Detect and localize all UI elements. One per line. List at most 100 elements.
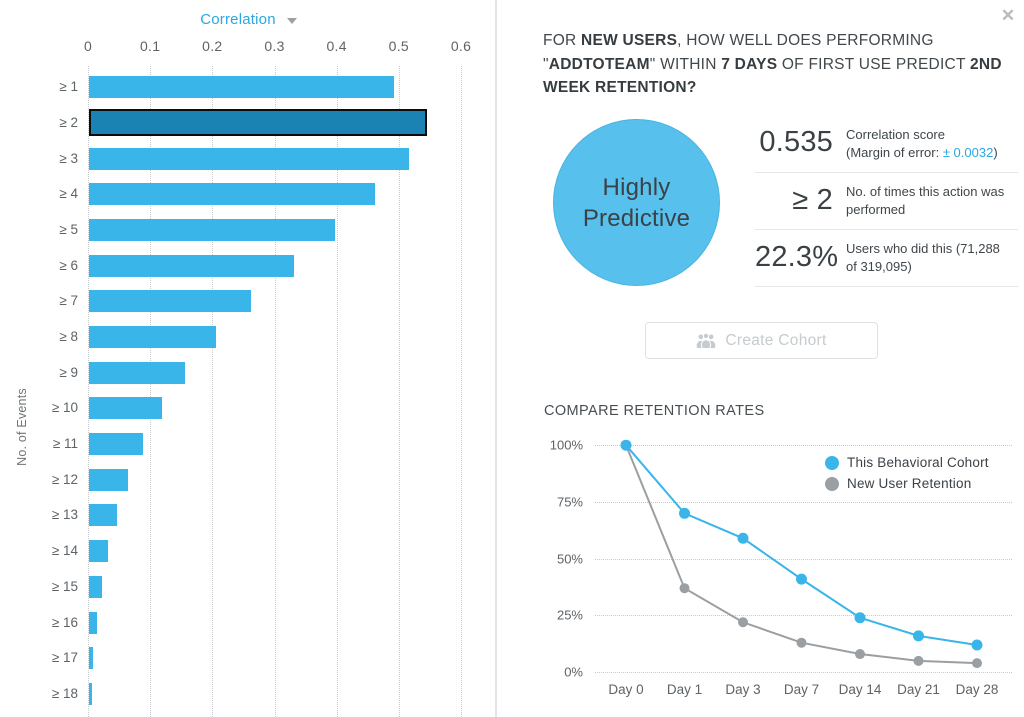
x-axis-tick-label: 0.6: [450, 38, 472, 54]
bar-category-label: ≥ 16: [51, 614, 78, 630]
bar[interactable]: [89, 219, 335, 242]
bar[interactable]: [89, 76, 394, 99]
vertical-gridline: [274, 66, 276, 717]
x-axis-day-label: Day 21: [897, 682, 940, 697]
bar[interactable]: [89, 504, 117, 527]
data-point: [679, 507, 690, 519]
close-icon[interactable]: ✕: [1000, 6, 1016, 25]
bar[interactable]: [89, 433, 144, 456]
question-bold-segment: 7 DAYS: [721, 55, 778, 73]
x-axis-tick-label: 0.3: [264, 38, 285, 54]
vertical-gridline: [212, 66, 214, 717]
vertical-gridline: [398, 66, 400, 717]
legend-item: New User Retention: [825, 473, 989, 494]
legend-dot-icon: [825, 476, 839, 491]
horizontal-gridline: [595, 672, 1012, 674]
horizontal-gridline: [595, 558, 1012, 560]
y-axis-tick-label: 25%: [556, 607, 583, 623]
legend-item: This Behavioral Cohort: [825, 452, 989, 473]
x-axis-day-label: Day 1: [666, 682, 703, 697]
stat-label: No. of times this action was performed: [846, 183, 1006, 218]
stat-label-blue-part: ± 0.0032: [942, 144, 994, 160]
bar[interactable]: [89, 468, 128, 491]
data-point: [972, 658, 982, 669]
data-point: [796, 573, 807, 585]
bar-category-label: ≥ 17: [51, 650, 78, 666]
x-axis-tick-label: 0.2: [202, 38, 223, 54]
chart-legend: This Behavioral Cohort New User Retention: [825, 452, 989, 494]
question-segment: " WITHIN: [649, 55, 722, 73]
bar[interactable]: [89, 254, 295, 277]
data-point: [738, 617, 748, 628]
bar[interactable]: [89, 183, 375, 206]
bar-category-label: ≥ 14: [51, 543, 78, 559]
bar-category-label: ≥ 2: [59, 114, 78, 130]
stat-row: 0.535 Correlation score (Margin of error:…: [755, 120, 1018, 173]
create-cohort-button[interactable]: Create Cohort: [645, 322, 878, 359]
stats-list: 0.535 Correlation score (Margin of error:…: [755, 120, 1018, 287]
bar[interactable]: [89, 326, 217, 349]
chevron-down-icon: [286, 17, 297, 24]
x-axis-tick-label: 0.5: [388, 38, 410, 54]
x-axis-tick-label: 0.4: [326, 38, 347, 54]
bar-category-label: ≥ 12: [51, 471, 78, 487]
x-axis-day-label: Day 28: [955, 682, 999, 697]
bar[interactable]: [89, 647, 94, 670]
correlation-metric-dropdown[interactable]: Correlation: [0, 11, 497, 28]
vertical-gridline: [88, 66, 89, 717]
vertical-gridline: [461, 66, 462, 717]
data-point: [913, 630, 924, 642]
data-point: [679, 583, 690, 594]
x-axis-day-label: Day 7: [783, 682, 820, 697]
x-axis-day-label: Day 14: [838, 682, 882, 697]
badge-line1: Highly: [602, 173, 671, 201]
bar-category-label: ≥ 6: [59, 257, 78, 273]
bar[interactable]: [89, 361, 186, 384]
bar-category-label: ≥ 3: [59, 150, 78, 166]
predictive-badge: Highly Predictive: [553, 119, 720, 286]
question-segment: OF FIRST USE PREDICT: [777, 55, 970, 73]
bar[interactable]: [89, 397, 163, 420]
question-text: FOR NEW USERS, HOW WELL DOES PERFORMING …: [543, 29, 1003, 100]
stat-label-part: Users who did this (71,288 of 319,095): [846, 241, 1000, 274]
question-bold-segment: 2ND WEEK RETENTION?: [543, 55, 1002, 97]
data-point: [620, 439, 632, 451]
bar[interactable]: [89, 147, 410, 170]
bar-category-label: ≥ 11: [52, 436, 78, 452]
stat-label-part: Correlation score (Margin of error:: [846, 127, 945, 160]
y-axis-title: No. of Events: [15, 388, 29, 466]
data-point: [971, 639, 983, 651]
stat-value: ≥ 2: [792, 184, 833, 216]
bar[interactable]: [89, 540, 109, 563]
bar-category-label: ≥ 18: [51, 685, 78, 701]
data-point: [737, 532, 749, 544]
create-cohort-label: Create Cohort: [725, 331, 827, 349]
bar[interactable]: [89, 290, 251, 313]
horizontal-gridline: [595, 501, 1012, 503]
x-axis-day-label: Day 3: [725, 682, 761, 697]
bar[interactable]: [89, 682, 93, 705]
data-point: [855, 649, 865, 660]
bar[interactable]: [89, 575, 103, 598]
bar-category-label: ≥ 7: [59, 293, 78, 309]
bar-category-label: ≥ 13: [51, 507, 78, 523]
horizontal-gridline: [595, 445, 1012, 447]
bar-selected[interactable]: [89, 109, 427, 137]
stat-value: 22.3%: [755, 241, 839, 273]
bar-category-label: ≥ 15: [51, 578, 78, 594]
stat-value: 0.535: [759, 126, 833, 158]
vertical-gridline: [336, 66, 338, 717]
y-axis-tick-label: 75%: [556, 494, 583, 510]
line-chart-svg: [620, 439, 983, 669]
correlation-bar-chart: Correlation No. of Events 0 0.1 0.2 0.3 0.4 0…: [0, 0, 497, 717]
question-bold-segment: ADDTOTEAM: [548, 55, 650, 73]
bar-category-label: ≥ 8: [59, 329, 78, 345]
bar-category-label: ≥ 5: [59, 222, 78, 238]
legend-dot-icon: [825, 455, 839, 470]
data-point: [854, 612, 866, 624]
question-segment: , HOW WELL DOES PERFORMING ": [543, 32, 934, 73]
stat-label: Correlation score (Margin of error: ± 0.…: [846, 126, 998, 161]
bar[interactable]: [89, 611, 98, 634]
panel-divider: [495, 0, 497, 717]
